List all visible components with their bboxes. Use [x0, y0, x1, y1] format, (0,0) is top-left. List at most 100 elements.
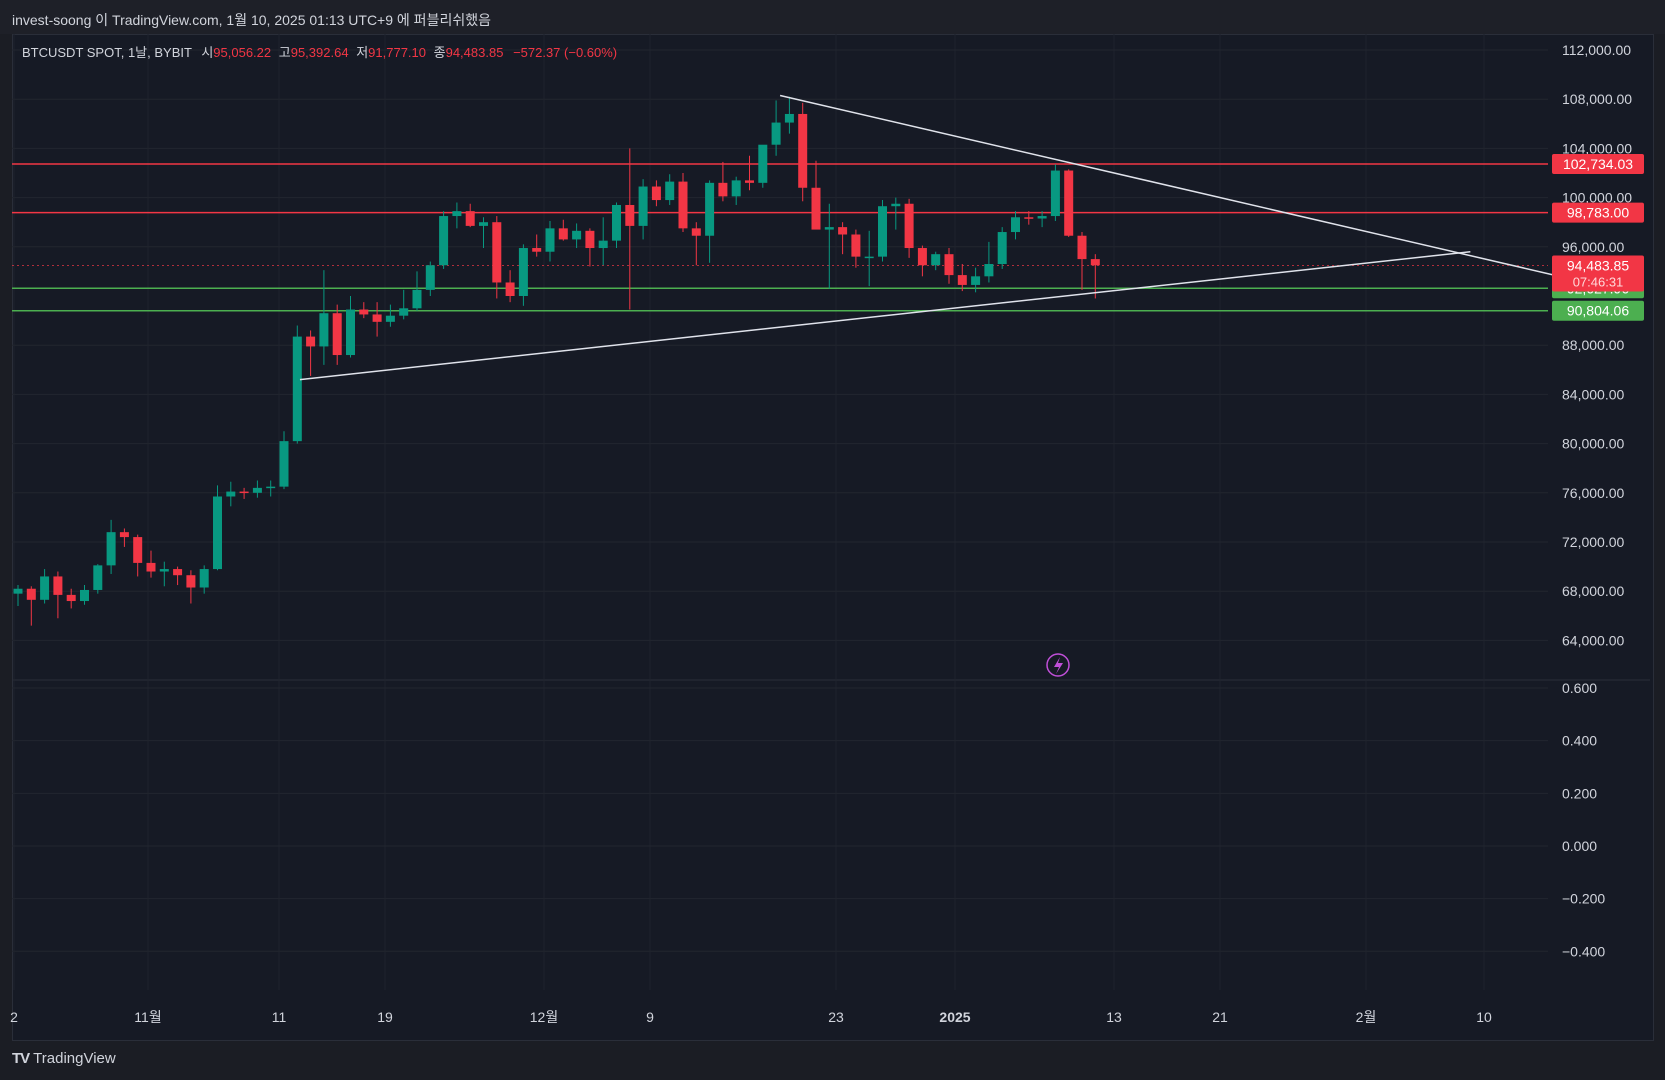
candle-body	[359, 309, 369, 315]
level-98783-tag-label: 98,783.00	[1567, 205, 1629, 221]
candle-body	[691, 228, 701, 236]
candle-body	[558, 228, 568, 240]
candle-body	[13, 588, 23, 594]
candle-body	[133, 537, 143, 563]
candle-body	[319, 313, 329, 347]
candle-body	[532, 248, 542, 252]
candle-body	[585, 230, 595, 249]
candle-body	[625, 204, 635, 226]
candle-body	[784, 113, 794, 123]
candle-body	[292, 336, 302, 442]
candle-body	[705, 182, 715, 236]
osc-tick-label: 0.200	[1562, 785, 1597, 801]
price-tick-label: 84,000.00	[1562, 386, 1624, 402]
price-tick-label: 64,000.00	[1562, 632, 1624, 648]
candle-body	[306, 336, 316, 347]
candle-body	[146, 562, 156, 572]
candle-body	[479, 222, 488, 226]
lightning-bolt-icon	[1054, 657, 1063, 674]
candle-body	[572, 230, 582, 240]
candle-body	[984, 264, 994, 277]
price-tick-label: 80,000.00	[1562, 436, 1624, 452]
candle-body	[26, 588, 36, 600]
candle-body	[891, 203, 901, 207]
time-tick-label: 2	[10, 1009, 18, 1025]
resistance-trendline	[779, 94, 1555, 276]
price-tick-label: 108,000.00	[1562, 91, 1632, 107]
osc-tick-label: 0.600	[1562, 680, 1597, 696]
candle-body	[957, 275, 967, 285]
candle-body	[731, 180, 741, 197]
high-label: 고	[278, 45, 291, 60]
time-tick-label: 9	[646, 1009, 654, 1025]
low-value: 91,777.10	[368, 45, 426, 60]
candle-body	[385, 315, 395, 322]
level-90804-tag-label: 90,804.06	[1567, 303, 1629, 319]
time-tick-label: 11	[272, 1009, 287, 1025]
price-tick-label: 72,000.00	[1562, 534, 1624, 550]
support-trendline	[299, 250, 1471, 381]
price-tick-label: 100,000.00	[1562, 190, 1632, 206]
symbol-label[interactable]: BTCUSDT SPOT, 1날, BYBIT	[22, 45, 192, 60]
candle-body	[545, 228, 555, 252]
candle-body	[1037, 216, 1047, 219]
candle-body	[1077, 235, 1087, 260]
low-label: 저	[356, 45, 369, 60]
tradingview-logo-icon: TV	[12, 1050, 30, 1067]
candle-body	[971, 276, 981, 285]
candle-body	[279, 441, 289, 487]
chart-panel[interactable]	[12, 34, 1654, 1041]
candle-body	[878, 206, 887, 257]
candle-body	[997, 232, 1007, 265]
level-90804-tag	[1552, 300, 1644, 321]
candle-body	[931, 254, 941, 266]
candle-body	[944, 254, 954, 276]
candle-body	[811, 187, 821, 230]
high-value: 95,392.64	[290, 45, 349, 60]
candle-body	[665, 181, 675, 201]
price-tick-label: 112,000.00	[1562, 42, 1631, 58]
candle-body	[1024, 217, 1034, 219]
candle-body	[1090, 259, 1100, 266]
time-tick-label: 2025	[939, 1009, 970, 1025]
candle-body	[226, 491, 236, 497]
open-value: 95,056.22	[213, 45, 272, 60]
level-102734-tag-label: 102,734.03	[1563, 156, 1633, 172]
time-tick-label: 21	[1212, 1009, 1228, 1025]
candle-body	[159, 569, 169, 572]
candle-body	[1050, 170, 1060, 217]
candle-body	[93, 565, 103, 590]
price-tick-label: 76,000.00	[1562, 485, 1624, 501]
countdown-label: 07:46:31	[1573, 274, 1624, 289]
candle-body	[678, 181, 688, 229]
candle-body	[518, 248, 528, 296]
close-value: 94,483.85	[445, 45, 504, 60]
candle-body	[372, 314, 382, 322]
candle-body	[186, 575, 196, 588]
candle-body	[758, 144, 768, 183]
candle-body	[40, 576, 50, 600]
candle-body	[771, 122, 781, 145]
price-tick-label: 96,000.00	[1562, 239, 1624, 255]
candle-body	[346, 309, 355, 356]
ohlc-legend: BTCUSDT SPOT, 1날, BYBIT 시95,056.22 고95,3…	[22, 42, 617, 61]
candle-body	[53, 576, 63, 595]
brand-name: TradingView	[33, 1050, 116, 1067]
candle-body	[399, 308, 409, 316]
level-102734-tag	[1552, 153, 1644, 174]
candle-body	[838, 227, 848, 235]
candle-body	[824, 227, 834, 230]
candle-body	[492, 222, 502, 283]
candle-body	[119, 532, 129, 538]
candle-body	[106, 532, 116, 566]
osc-tick-label: 0.000	[1562, 838, 1597, 854]
last-price-tag	[1552, 255, 1644, 292]
candle-body	[332, 313, 342, 356]
time-tick-label: 10	[1476, 1009, 1492, 1025]
candle-body	[452, 211, 462, 217]
lightning-icon[interactable]	[1046, 653, 1070, 677]
brand-footer[interactable]: TV TradingView	[12, 1050, 116, 1067]
last-price-tag-label: 94,483.85	[1567, 257, 1629, 273]
candle-body	[173, 569, 183, 576]
